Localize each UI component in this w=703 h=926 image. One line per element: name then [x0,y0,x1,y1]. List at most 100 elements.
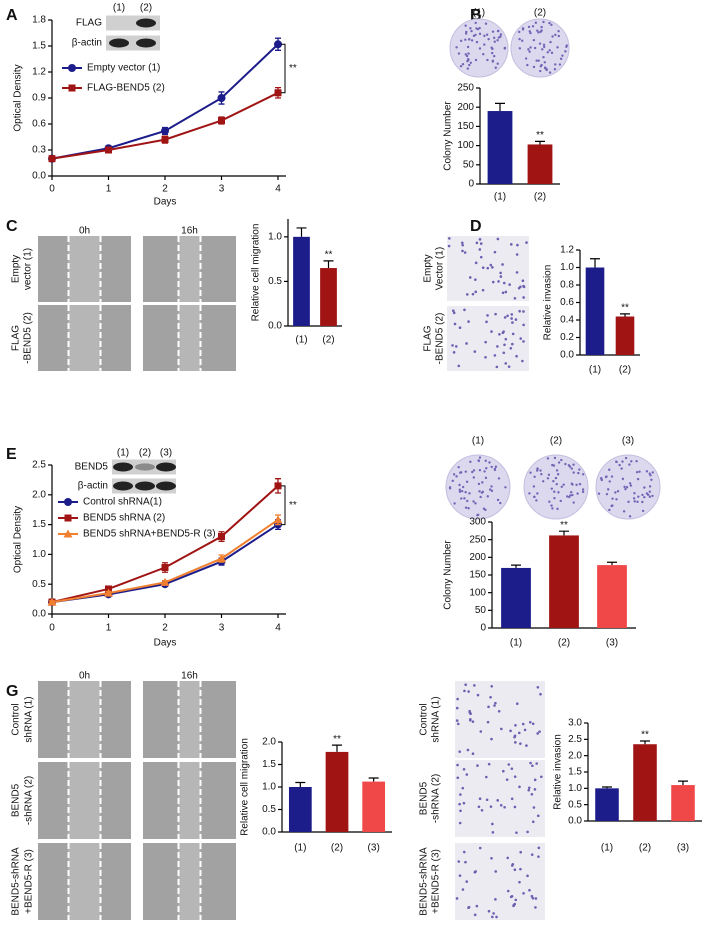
error-bar [332,744,342,752]
cell [527,786,531,790]
row-label: Control [11,703,22,735]
y-tick-label: 2.0 [568,750,582,761]
colony [493,468,497,472]
colony [643,496,646,499]
cell [454,345,458,348]
x-tick-label: (1) [494,192,506,203]
cell [458,821,462,825]
cell [461,249,464,253]
colony [615,460,618,463]
colony [550,23,553,27]
annotation: ** [289,500,297,511]
cell [528,888,531,892]
cell [497,280,500,283]
bar [325,751,349,832]
y-tick-label: 2.5 [568,734,582,745]
colony [624,487,627,491]
cell [536,814,540,818]
cell [507,365,511,368]
cell [464,683,467,687]
colony [478,456,482,459]
colony [469,460,472,463]
colony [577,471,580,475]
colony [558,63,562,66]
cell [462,801,466,805]
colony [548,49,551,52]
colony [497,36,501,39]
y-tick-label: 300 [469,517,486,528]
x-tick-label: (2) [534,192,546,203]
colony [578,468,581,471]
colony [539,65,542,68]
colony [470,39,474,42]
colony [649,474,652,477]
cell [510,797,514,801]
colony [542,56,545,59]
colony [476,27,480,31]
cell [519,850,523,854]
cell [471,292,475,296]
cell [494,898,497,901]
y-tick-label: 0.0 [268,321,282,332]
cell [514,898,518,902]
cell [503,343,506,347]
panel-letter: D [470,218,482,235]
colony [621,477,625,481]
row-label: +BEND5-R (3) [431,849,442,914]
cell [477,805,481,809]
cell [540,775,543,779]
wound-gap [68,236,101,302]
marker [274,89,282,97]
column-label: 0h [79,671,90,682]
colony [483,34,486,38]
y-axis-label: Optical Density [13,64,24,131]
colony [615,498,618,501]
colony [481,481,484,484]
wound-gap [178,305,201,371]
colony [546,51,549,54]
bar [288,787,312,832]
colony [542,20,545,24]
micrograph [455,760,545,837]
cell [486,314,489,317]
colony [559,57,563,61]
cell [522,310,525,313]
colony [484,459,487,463]
colony [581,488,585,491]
colony [651,494,654,498]
y-tick-label: 0.0 [32,609,46,620]
bar [501,567,531,628]
y-tick-label: 50 [463,159,475,170]
series-line [51,91,279,160]
colony [632,497,636,500]
blot-band [109,38,129,48]
colony [557,30,560,33]
colony [485,467,488,470]
colony [467,507,470,510]
colony [493,54,496,58]
colony [528,492,531,495]
colony [488,488,492,491]
cell [530,853,534,856]
cell [463,308,466,312]
cell [510,864,514,867]
significance-label: ** [325,250,333,261]
colony [572,471,575,474]
cell [495,365,499,369]
colony [550,504,553,507]
cell [504,362,508,365]
y-tick-label: 1.0 [32,549,46,560]
cell [521,722,525,726]
cell [496,799,500,802]
cell [485,775,488,779]
cell [484,355,487,359]
colony [648,485,652,488]
colony [554,63,557,66]
colony [483,43,486,46]
colony [553,496,556,500]
cell [518,309,521,313]
micrograph [447,306,529,371]
colony [548,71,552,74]
cell [473,684,476,687]
colony-label: (2) [534,8,546,19]
